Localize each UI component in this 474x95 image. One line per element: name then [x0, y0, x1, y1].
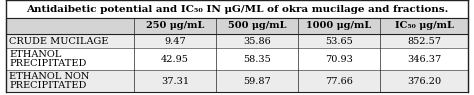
Text: 42.95: 42.95 — [161, 55, 189, 63]
Bar — [6, 34, 468, 48]
Text: 35.86: 35.86 — [243, 36, 271, 46]
Text: 500 μg/mL: 500 μg/mL — [228, 21, 286, 30]
Text: Antidaibetic potential and IC₅₀ IN μG/ML of okra mucilage and fractions.: Antidaibetic potential and IC₅₀ IN μG/ML… — [26, 4, 448, 13]
Text: 70.93: 70.93 — [325, 55, 353, 63]
Bar — [6, 70, 468, 92]
Bar — [6, 48, 468, 70]
Text: 346.37: 346.37 — [407, 55, 441, 63]
Text: IC₅₀ μg/mL: IC₅₀ μg/mL — [394, 21, 454, 30]
Text: 77.66: 77.66 — [325, 76, 353, 86]
Text: 376.20: 376.20 — [407, 76, 441, 86]
Text: ETHANOL NON
PRECIPITATED: ETHANOL NON PRECIPITATED — [9, 72, 90, 90]
Text: 37.31: 37.31 — [161, 76, 189, 86]
Text: 53.65: 53.65 — [325, 36, 353, 46]
Text: 59.87: 59.87 — [243, 76, 271, 86]
Bar — [6, 18, 468, 34]
Text: 852.57: 852.57 — [407, 36, 441, 46]
Text: ETHANOL
PRECIPITATED: ETHANOL PRECIPITATED — [9, 50, 86, 68]
Text: 250 μg/mL: 250 μg/mL — [146, 21, 204, 30]
Text: 58.35: 58.35 — [243, 55, 271, 63]
Bar — [6, 0, 468, 18]
Text: CRUDE MUCILAGE: CRUDE MUCILAGE — [9, 36, 109, 46]
Text: 9.47: 9.47 — [164, 36, 186, 46]
Text: 1000 μg/mL: 1000 μg/mL — [306, 21, 372, 30]
